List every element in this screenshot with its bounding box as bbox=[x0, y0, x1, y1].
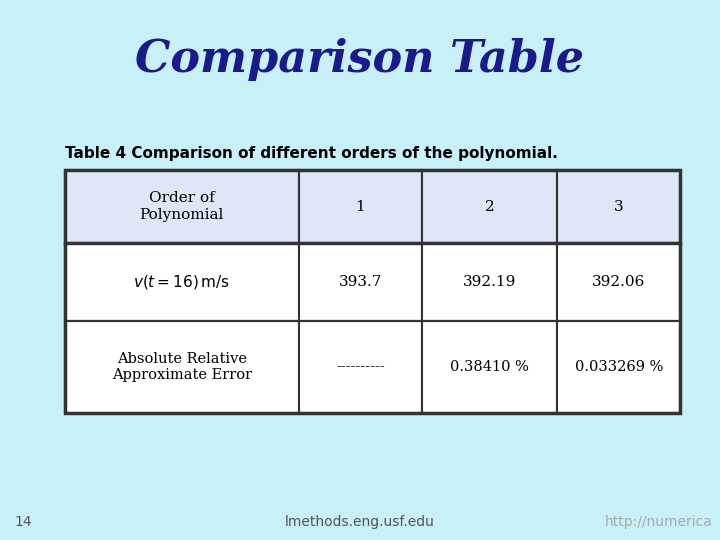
Text: 393.7: 393.7 bbox=[338, 275, 382, 289]
Text: Absolute Relative
Approximate Error: Absolute Relative Approximate Error bbox=[112, 352, 252, 382]
Text: ----------: ---------- bbox=[336, 360, 384, 374]
Text: 392.19: 392.19 bbox=[463, 275, 516, 289]
Text: 14: 14 bbox=[14, 515, 32, 529]
Text: 392.06: 392.06 bbox=[592, 275, 646, 289]
Text: $v(t=16)\,\mathrm{m/s}$: $v(t=16)\,\mathrm{m/s}$ bbox=[133, 273, 230, 291]
Text: 3: 3 bbox=[614, 200, 624, 213]
Text: 0.38410 %: 0.38410 % bbox=[450, 360, 529, 374]
Text: lmethods.eng.usf.edu: lmethods.eng.usf.edu bbox=[285, 515, 435, 529]
Text: Comparison Table: Comparison Table bbox=[135, 38, 585, 81]
Text: 0.033269 %: 0.033269 % bbox=[575, 360, 663, 374]
Text: Order of
Polynomial: Order of Polynomial bbox=[140, 192, 224, 221]
Text: http://numerica: http://numerica bbox=[605, 515, 713, 529]
Text: Table 4 Comparison of different orders of the polynomial.: Table 4 Comparison of different orders o… bbox=[65, 146, 558, 161]
Text: 2: 2 bbox=[485, 200, 495, 213]
Text: 1: 1 bbox=[356, 200, 365, 213]
